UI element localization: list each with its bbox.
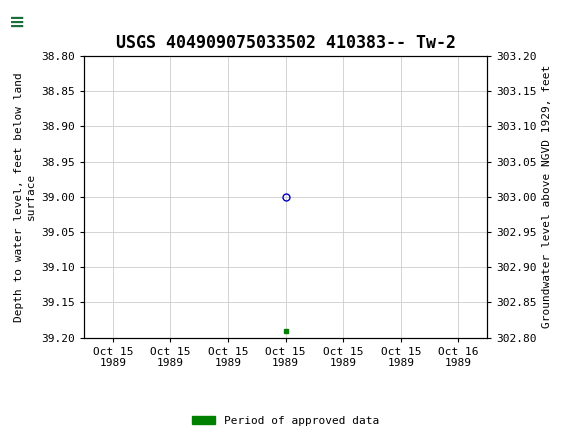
Y-axis label: Groundwater level above NGVD 1929, feet: Groundwater level above NGVD 1929, feet bbox=[542, 65, 552, 329]
Title: USGS 404909075033502 410383-- Tw-2: USGS 404909075033502 410383-- Tw-2 bbox=[115, 34, 456, 52]
Text: ≡: ≡ bbox=[9, 13, 25, 32]
Text: USGS: USGS bbox=[58, 13, 118, 32]
Y-axis label: Depth to water level, feet below land
surface: Depth to water level, feet below land su… bbox=[14, 72, 36, 322]
FancyBboxPatch shape bbox=[3, 3, 55, 42]
Legend: Period of approved data: Period of approved data bbox=[188, 412, 383, 430]
